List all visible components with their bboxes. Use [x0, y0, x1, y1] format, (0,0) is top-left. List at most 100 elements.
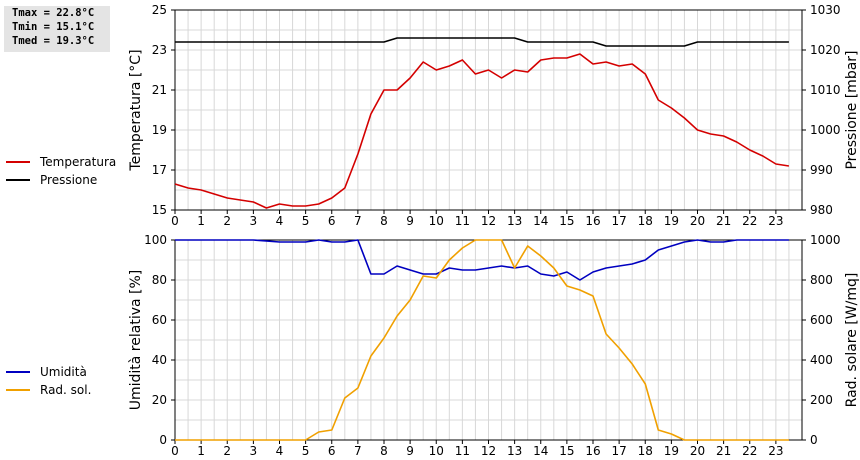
x-tick-label: 4 — [276, 214, 284, 228]
series-line-umidit — [175, 239, 789, 281]
x-tick-label: 11 — [455, 214, 470, 228]
x-tick-label: 4 — [276, 444, 284, 458]
legend-top: Temperatura Pressione — [6, 153, 116, 189]
x-tick-label: 13 — [507, 214, 522, 228]
x-tick-label: 14 — [533, 444, 548, 458]
x-tick-label: 13 — [507, 444, 522, 458]
y-left-tick-label: 15 — [152, 203, 167, 217]
series-line-temperatura — [174, 53, 790, 209]
x-tick-label: 10 — [429, 214, 444, 228]
y-right-tick-label: 990 — [810, 163, 833, 177]
y-right-tick-label: 0 — [810, 433, 818, 447]
chart-panel-1: 0 1 2 3 4 5 6 7 8 9 10 11 12 13 14 15 16 17 18 19 20 21 22 2315… — [128, 3, 860, 228]
x-tick-label: 20 — [690, 444, 705, 458]
x-tick-label: 15 — [559, 444, 574, 458]
y-left-tick-label: 100 — [144, 233, 167, 247]
y-left-tick-label: 17 — [152, 163, 167, 177]
x-tick-label: 3 — [250, 444, 258, 458]
x-tick-label: 21 — [716, 214, 731, 228]
y-right-tick-label: 980 — [810, 203, 833, 217]
legend-label-radsol: Rad. sol. — [40, 383, 92, 397]
y-left-tick-label: 0 — [159, 433, 167, 447]
legend-swatch-pressione — [6, 179, 30, 181]
y-right-tick-label: 800 — [810, 273, 833, 287]
x-tick-label: 19 — [664, 214, 679, 228]
x-tick-label: 7 — [354, 444, 362, 458]
x-tick-label: 15 — [559, 214, 574, 228]
y-left-axis-label: Temperatura [°C] — [128, 49, 144, 171]
x-tick-label: 21 — [716, 444, 731, 458]
x-tick-label: 11 — [455, 444, 470, 458]
legend-entry-umidita: Umidità — [6, 363, 91, 381]
tmed-label: Tmed = 19.3°C — [12, 35, 95, 47]
y-left-tick-label: 80 — [152, 273, 167, 287]
x-tick-label: 8 — [380, 214, 388, 228]
y-left-axis-label: Umidità relativa [%] — [128, 270, 144, 411]
stats-box: Tmax = 22.8°C Tmin = 15.1°C Tmed = 19.3°… — [4, 6, 110, 52]
legend-swatch-temperatura — [6, 161, 30, 163]
x-tick-label: 12 — [481, 214, 496, 228]
y-right-tick-label: 1000 — [810, 233, 841, 247]
y-left-tick-label: 20 — [152, 393, 167, 407]
y-left-tick-label: 40 — [152, 353, 167, 367]
x-tick-label: 18 — [638, 214, 653, 228]
x-tick-label: 22 — [742, 214, 757, 228]
legend-bottom: Umidità Rad. sol. — [6, 363, 91, 399]
x-tick-label: 2 — [223, 444, 231, 458]
x-tick-label: 5 — [302, 444, 310, 458]
x-tick-label: 0 — [171, 444, 179, 458]
series-line-rad-sol — [175, 239, 789, 441]
y-right-tick-label: 1030 — [810, 3, 841, 17]
tmax-label: Tmax = 22.8°C — [12, 7, 95, 19]
x-tick-label: 22 — [742, 444, 757, 458]
legend-label-umidita: Umidità — [40, 365, 87, 379]
x-tick-label: 20 — [690, 214, 705, 228]
x-tick-label: 1 — [197, 214, 205, 228]
y-right-axis-label: Pressione [mbar] — [844, 50, 860, 169]
chart-panel-2: 0 1 2 3 4 5 6 7 8 9 10 11 12 13 14 15 16 17 18 19 20 21 22 2302… — [128, 233, 860, 458]
y-right-tick-label: 1010 — [810, 83, 841, 97]
x-tick-label: 23 — [768, 214, 783, 228]
legend-label-pressione: Pressione — [40, 173, 98, 187]
y-left-tick-label: 21 — [152, 83, 167, 97]
y-right-tick-label: 600 — [810, 313, 833, 327]
y-right-tick-label: 1000 — [810, 123, 841, 137]
legend-entry-pressione: Pressione — [6, 171, 116, 189]
legend-swatch-umidita — [6, 371, 30, 373]
x-tick-label: 10 — [429, 444, 444, 458]
x-tick-label: 16 — [585, 214, 600, 228]
x-tick-label: 18 — [638, 444, 653, 458]
x-tick-label: 12 — [481, 444, 496, 458]
legend-swatch-radsol — [6, 389, 30, 391]
x-tick-label: 6 — [328, 214, 336, 228]
x-tick-label: 17 — [611, 444, 626, 458]
x-tick-label: 9 — [406, 444, 414, 458]
y-left-tick-label: 60 — [152, 313, 167, 327]
x-tick-label: 2 — [223, 214, 231, 228]
series-line-pressione — [175, 37, 789, 47]
x-tick-label: 14 — [533, 214, 548, 228]
y-left-tick-label: 19 — [152, 123, 167, 137]
x-tick-label: 3 — [250, 214, 258, 228]
legend-label-temperatura: Temperatura — [40, 155, 117, 169]
legend-entry-radsol: Rad. sol. — [6, 381, 91, 399]
x-tick-label: 23 — [768, 444, 783, 458]
y-right-tick-label: 400 — [810, 353, 833, 367]
x-tick-label: 9 — [406, 214, 414, 228]
y-right-tick-label: 200 — [810, 393, 833, 407]
tmin-label: Tmin = 15.1°C — [12, 21, 95, 33]
x-tick-label: 1 — [197, 444, 205, 458]
x-tick-label: 0 — [171, 214, 179, 228]
y-right-axis-label: Rad. solare [W/mq] — [844, 273, 860, 408]
x-tick-label: 6 — [328, 444, 336, 458]
x-tick-label: 7 — [354, 214, 362, 228]
legend-entry-temperatura: Temperatura — [6, 153, 116, 171]
y-left-tick-label: 23 — [152, 43, 167, 57]
x-tick-label: 5 — [302, 214, 310, 228]
y-right-tick-label: 1020 — [810, 43, 841, 57]
x-tick-label: 8 — [380, 444, 388, 458]
x-tick-label: 17 — [611, 214, 626, 228]
y-left-tick-label: 25 — [152, 3, 167, 17]
x-tick-label: 16 — [585, 444, 600, 458]
